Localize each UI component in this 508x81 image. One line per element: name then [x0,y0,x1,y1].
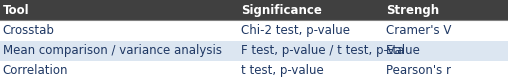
FancyBboxPatch shape [0,40,508,61]
Text: Mean comparison / variance analysis: Mean comparison / variance analysis [3,44,221,57]
FancyBboxPatch shape [0,61,508,81]
Text: F test, p-value / t test, p-value: F test, p-value / t test, p-value [241,44,420,57]
FancyBboxPatch shape [0,20,508,40]
Text: Significance: Significance [241,4,322,17]
Text: Correlation: Correlation [3,64,68,77]
Text: Pearson's r: Pearson's r [386,64,451,77]
Text: Cramer's V: Cramer's V [386,24,452,37]
Text: Chi-2 test, p-value: Chi-2 test, p-value [241,24,351,37]
Text: Tool: Tool [3,4,29,17]
FancyBboxPatch shape [0,0,508,20]
Text: t test, p-value: t test, p-value [241,64,324,77]
Text: Eta: Eta [386,44,405,57]
Text: Strengh: Strengh [386,4,439,17]
Text: Crosstab: Crosstab [3,24,54,37]
